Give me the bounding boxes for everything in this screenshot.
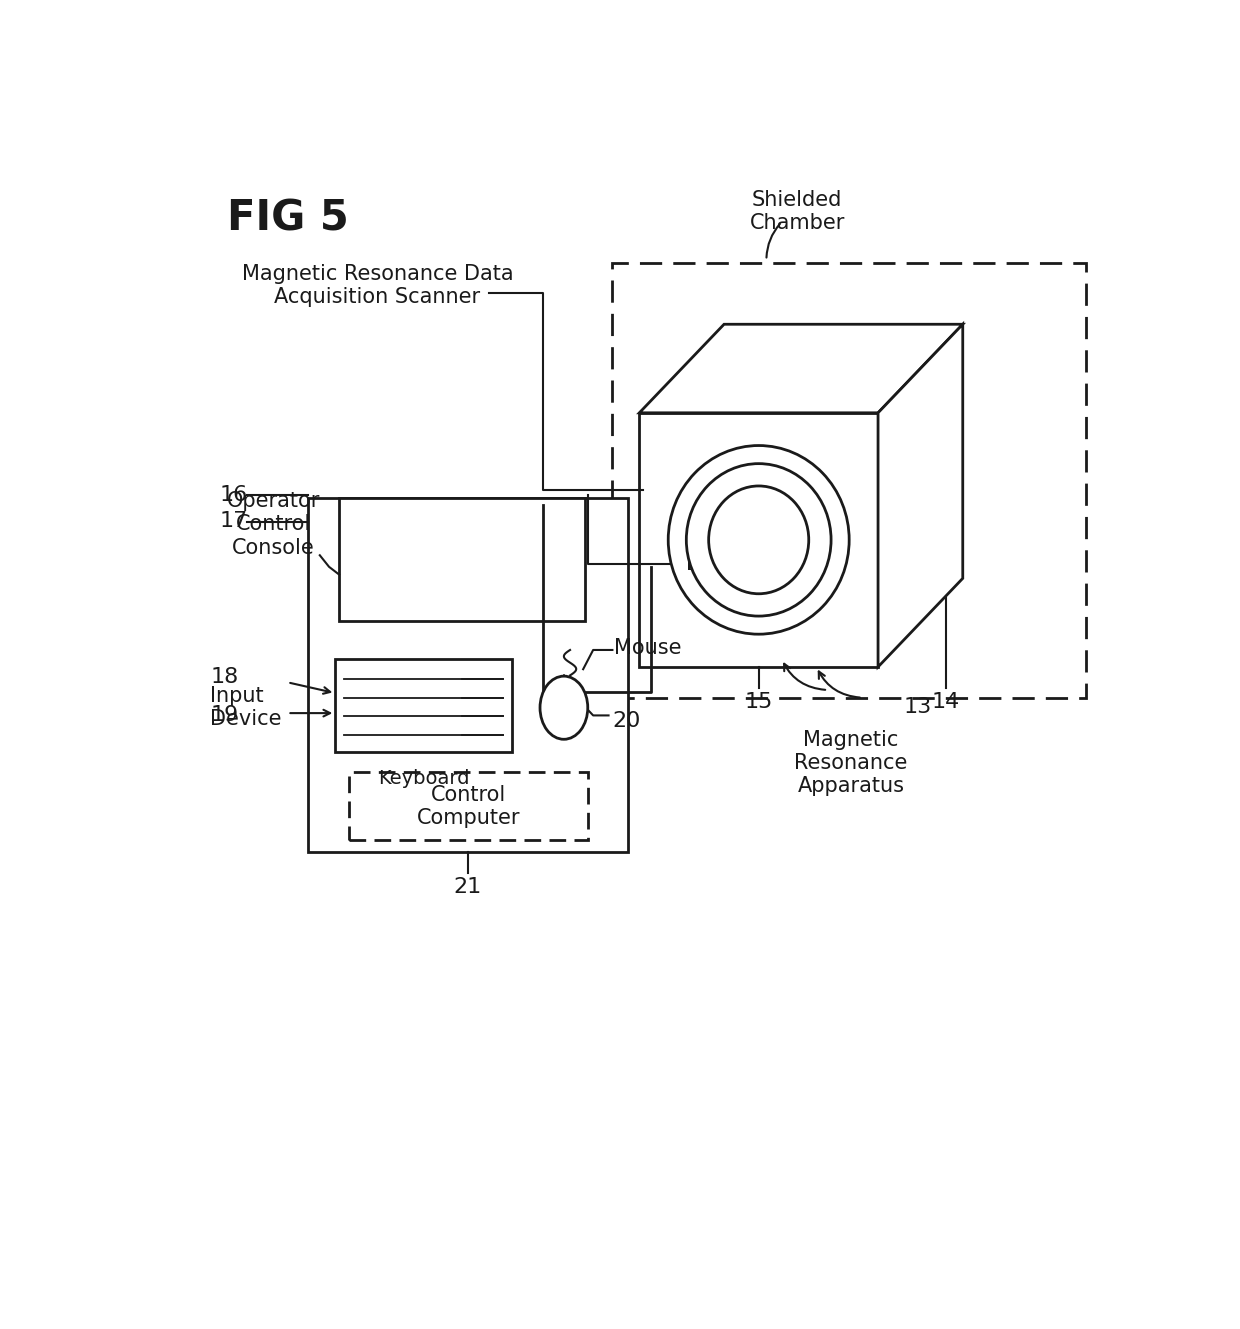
Text: 21: 21 (454, 877, 482, 897)
Text: Magnetic
Resonance
Apparatus: Magnetic Resonance Apparatus (795, 730, 908, 796)
Bar (339, 497, 585, 621)
Text: Mouse: Mouse (614, 638, 682, 658)
Bar (335, 659, 512, 752)
Ellipse shape (541, 676, 588, 739)
Bar (613, 263, 1086, 698)
Text: 20: 20 (613, 711, 641, 731)
Text: Keyboard: Keyboard (378, 768, 470, 788)
Text: 15: 15 (744, 692, 773, 712)
Polygon shape (878, 324, 962, 667)
Text: 16: 16 (219, 485, 248, 505)
Text: Control
Computer: Control Computer (417, 784, 520, 828)
Ellipse shape (686, 464, 831, 617)
Bar (350, 772, 588, 840)
Text: FIG 5: FIG 5 (227, 197, 350, 239)
Text: 18: 18 (211, 667, 239, 687)
Polygon shape (640, 324, 962, 413)
Ellipse shape (708, 486, 808, 594)
Ellipse shape (668, 445, 849, 634)
Text: Operator
Control
Console: Operator Control Console (227, 492, 320, 558)
Text: Display: Display (686, 554, 763, 574)
Text: Magnetic Resonance Data
Acquisition Scanner: Magnetic Resonance Data Acquisition Scan… (242, 264, 513, 307)
Bar (309, 497, 627, 852)
Text: 14: 14 (931, 692, 960, 712)
Text: 19: 19 (211, 706, 239, 726)
Text: 13: 13 (904, 696, 931, 716)
Text: 17: 17 (219, 510, 248, 530)
Text: Shielded
Chamber: Shielded Chamber (749, 190, 844, 233)
Text: Input
Device: Input Device (211, 686, 281, 730)
Bar (640, 413, 878, 667)
